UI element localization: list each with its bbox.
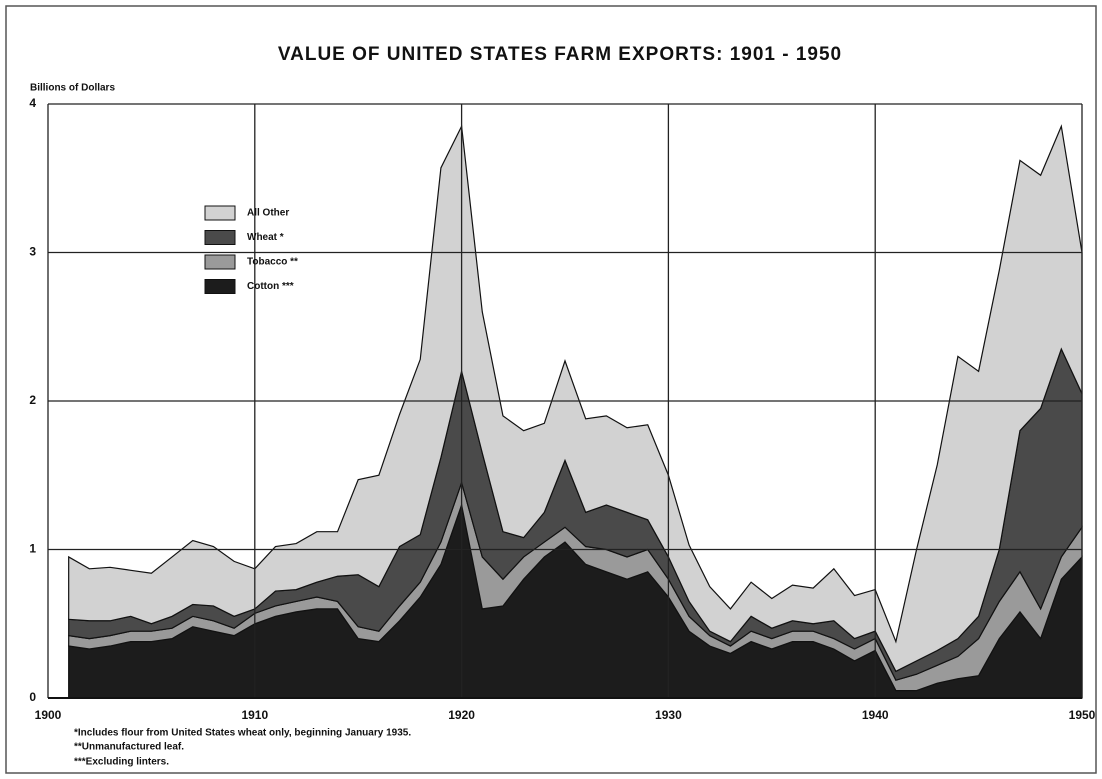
legend-swatch [204, 279, 236, 294]
x-tick-label: 1940 [862, 708, 889, 722]
footnote: **Unmanufactured leaf. [74, 742, 184, 753]
chart-title: VALUE OF UNITED STATES FARM EXPORTS: 190… [278, 44, 842, 65]
y-tick-label: 3 [29, 245, 36, 259]
y-tick-label: 4 [29, 96, 36, 110]
x-tick-label: 1920 [448, 708, 475, 722]
legend-label: Tobacco ** [247, 257, 298, 268]
y-axis-label: Billions of Dollars [30, 83, 115, 94]
x-tick-label: 1950 [1069, 708, 1096, 722]
footnote: *Includes flour from United States wheat… [74, 728, 411, 739]
frame [5, 5, 1097, 774]
legend-label: Cotton *** [247, 281, 294, 292]
legend-label: Wheat * [247, 232, 284, 243]
y-tick-label: 0 [29, 690, 36, 704]
legend-label: All Other [247, 208, 289, 219]
y-tick-label: 1 [29, 542, 36, 556]
legend-swatch [204, 230, 236, 245]
legend-swatch [204, 205, 236, 221]
legend-swatch [204, 254, 236, 270]
y-tick-label: 2 [29, 393, 36, 407]
plot-area: 0 1 2 3 4 1900 1910 1920 1930 1940 1950 All Other Wh… [29, 96, 1095, 722]
x-tick-label: 1910 [241, 708, 268, 722]
x-tick-label: 1930 [655, 708, 682, 722]
x-tick-label: 1900 [35, 708, 62, 722]
footnote: ***Excluding linters. [74, 757, 169, 768]
